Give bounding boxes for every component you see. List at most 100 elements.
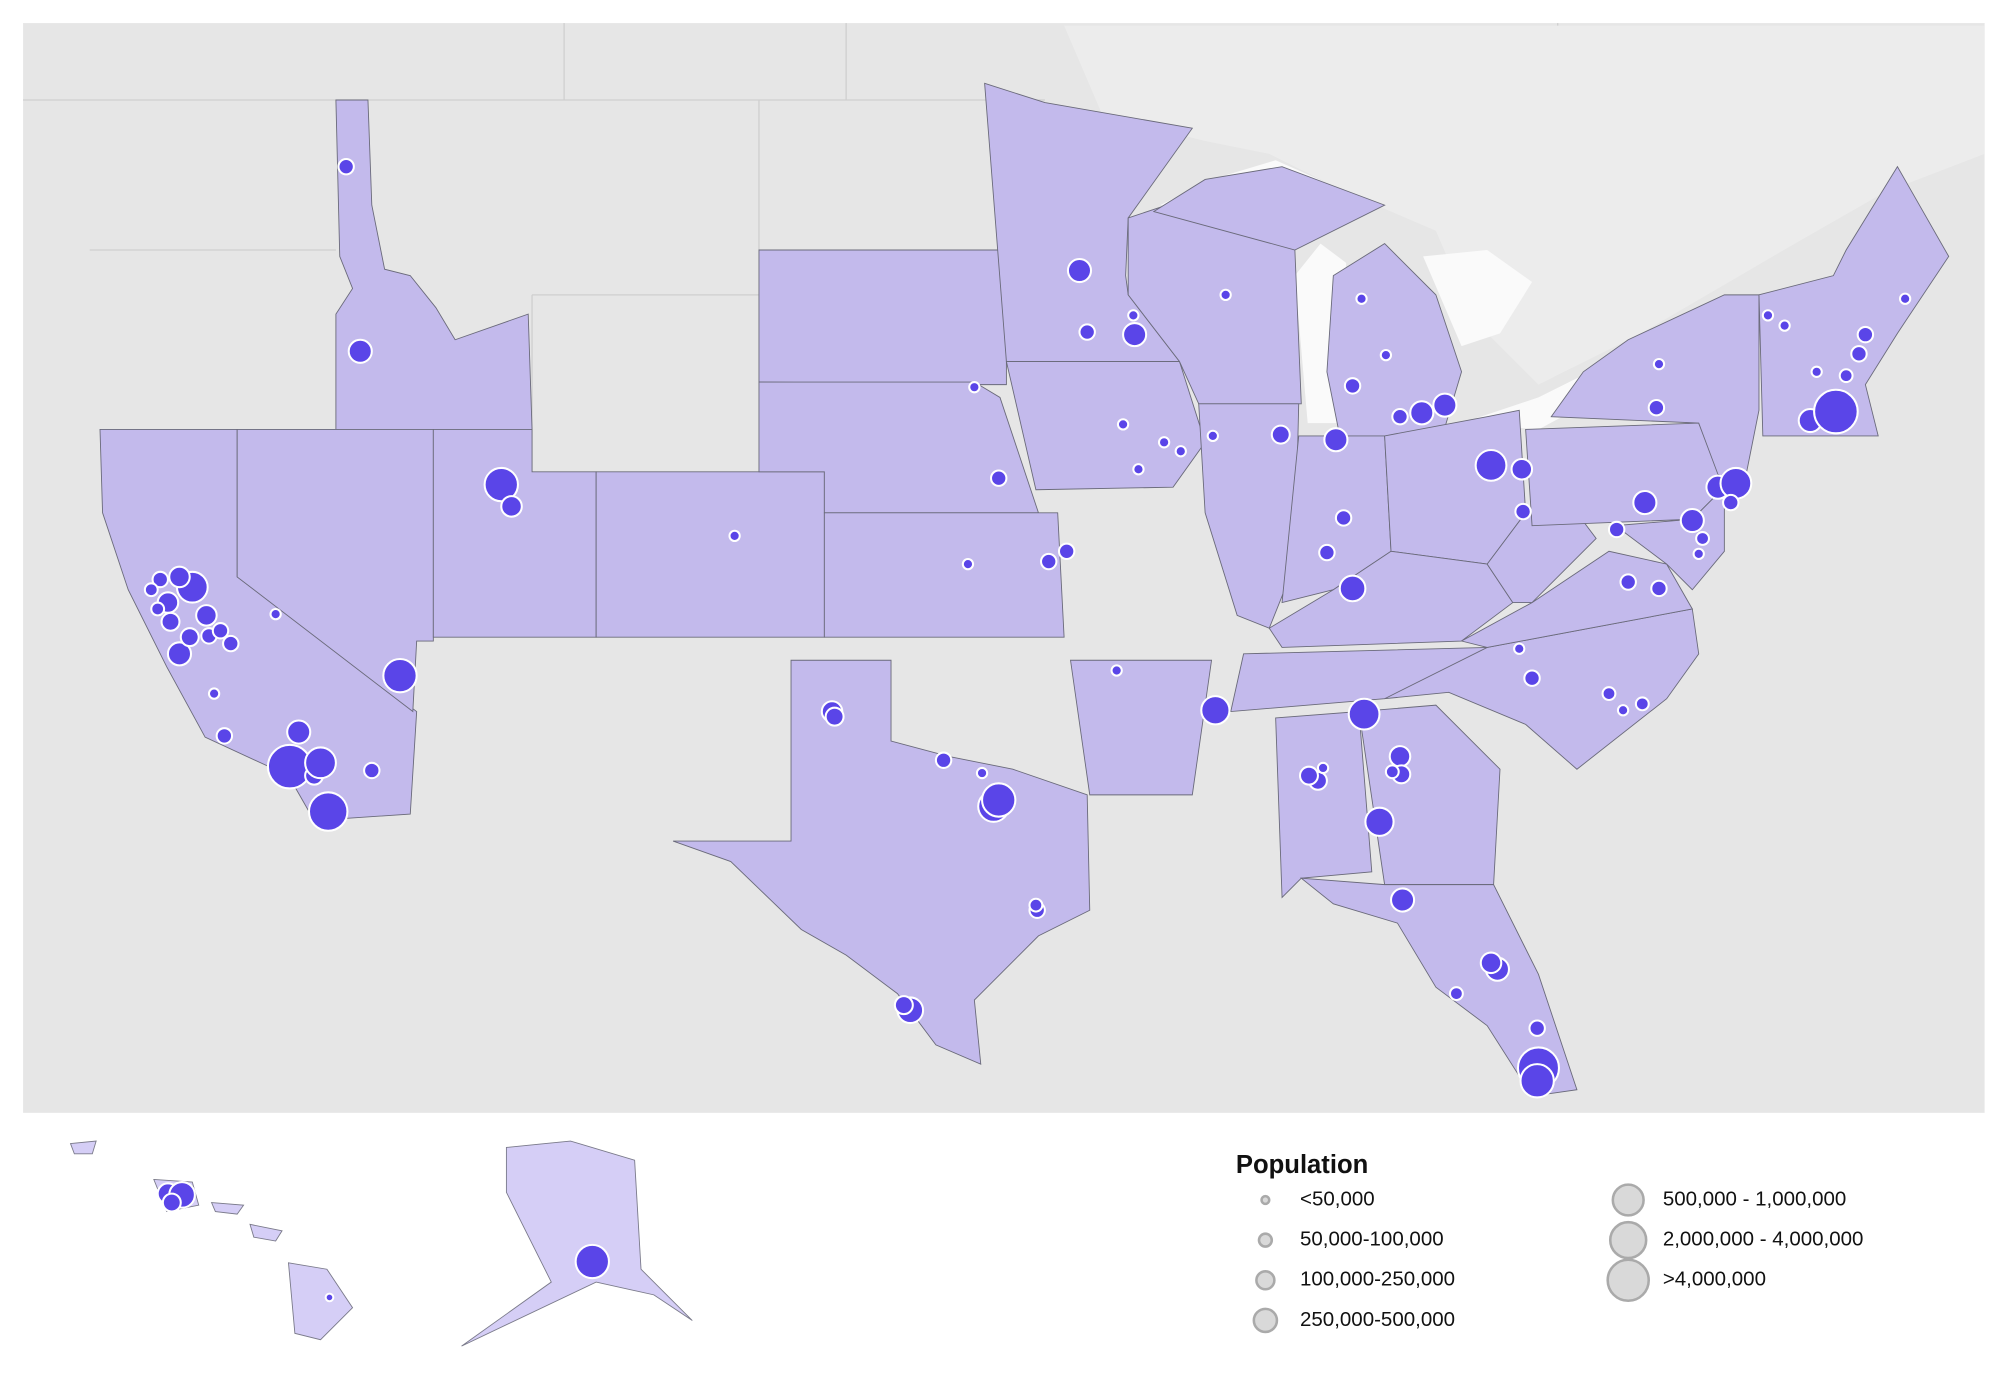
canada bbox=[1064, 25, 1985, 385]
city-marker bbox=[1650, 579, 1668, 598]
city-marker bbox=[1066, 257, 1093, 284]
city-marker bbox=[1078, 323, 1096, 341]
city-marker bbox=[1898, 292, 1912, 305]
city-marker bbox=[1391, 407, 1409, 426]
city-marker bbox=[1652, 357, 1666, 371]
city-marker bbox=[1122, 322, 1148, 348]
city-marker bbox=[161, 1192, 182, 1213]
city-marker bbox=[1761, 309, 1775, 322]
legend-symbol bbox=[1257, 1232, 1274, 1248]
city-marker bbox=[1528, 1019, 1546, 1037]
city-marker bbox=[337, 157, 355, 176]
city-marker bbox=[307, 791, 349, 832]
city-marker bbox=[968, 381, 981, 394]
city-marker bbox=[211, 622, 230, 640]
city-marker bbox=[1607, 520, 1626, 539]
legend-label: 500,000 - 1,000,000 bbox=[1663, 1187, 1847, 1210]
city-marker bbox=[215, 727, 234, 745]
city-marker bbox=[1132, 463, 1145, 476]
city-marker bbox=[1384, 764, 1400, 780]
city-marker bbox=[824, 706, 845, 727]
city-marker bbox=[1722, 493, 1740, 512]
city-marker bbox=[1513, 642, 1526, 655]
city-marker bbox=[1388, 745, 1412, 768]
city-marker bbox=[574, 1243, 611, 1280]
city-marker bbox=[1316, 761, 1330, 775]
city-markers bbox=[143, 157, 1912, 1303]
city-marker bbox=[1838, 368, 1854, 384]
city-marker bbox=[1616, 704, 1630, 717]
city-marker bbox=[961, 557, 975, 571]
legend-label: 250,000-500,000 bbox=[1300, 1308, 1455, 1331]
city-marker bbox=[1318, 543, 1336, 562]
city-marker bbox=[1474, 448, 1508, 482]
city-marker bbox=[1409, 400, 1435, 426]
city-marker bbox=[1523, 669, 1541, 687]
city-marker bbox=[990, 469, 1008, 487]
city-marker bbox=[1719, 466, 1753, 500]
city-marker bbox=[1679, 507, 1705, 534]
legend-symbol bbox=[1252, 1307, 1279, 1334]
city-marker bbox=[1174, 445, 1187, 458]
legend-symbol bbox=[1608, 1220, 1648, 1260]
city-marker bbox=[166, 641, 193, 667]
legend-title: Population bbox=[1236, 1151, 1368, 1179]
city-marker bbox=[1028, 897, 1044, 913]
city-marker bbox=[1856, 325, 1875, 344]
city-marker bbox=[382, 657, 418, 694]
city-marker bbox=[1343, 377, 1362, 395]
city-marker bbox=[934, 751, 953, 769]
city-marker bbox=[728, 529, 741, 543]
legend-label: >4,000,000 bbox=[1663, 1268, 1766, 1291]
legend-symbol bbox=[1611, 1183, 1645, 1217]
city-marker bbox=[483, 466, 519, 503]
city-marker bbox=[363, 761, 381, 780]
legend-label: 2,000,000 - 4,000,000 bbox=[1663, 1228, 1864, 1251]
city-marker bbox=[143, 582, 159, 598]
city-marker bbox=[304, 746, 337, 780]
city-marker bbox=[347, 338, 373, 364]
city-marker bbox=[1632, 490, 1658, 516]
city-marker bbox=[1379, 348, 1393, 362]
city-marker bbox=[1810, 365, 1823, 378]
city-marker bbox=[893, 995, 914, 1016]
city-marker bbox=[1695, 531, 1711, 546]
city-marker bbox=[269, 607, 282, 621]
city-marker bbox=[981, 782, 1017, 818]
city-marker bbox=[207, 687, 221, 700]
city-marker bbox=[1692, 547, 1705, 561]
city-marker bbox=[1601, 686, 1617, 702]
city-marker bbox=[1057, 542, 1076, 561]
city-marker bbox=[1448, 986, 1464, 1002]
legend-label: 50,000-100,000 bbox=[1300, 1228, 1444, 1251]
city-marker bbox=[975, 766, 989, 780]
legend: Population <50,000 50,000-100,000 100,000-… bbox=[1236, 1151, 1864, 1334]
city-marker bbox=[1634, 696, 1650, 712]
city-marker bbox=[1127, 309, 1140, 322]
city-marker bbox=[1323, 427, 1349, 453]
city-marker bbox=[168, 565, 191, 589]
city-marker bbox=[1110, 664, 1123, 677]
city-marker bbox=[1200, 695, 1231, 726]
city-marker bbox=[179, 627, 200, 648]
city-marker bbox=[1347, 697, 1381, 731]
city-marker bbox=[1647, 398, 1666, 417]
city-marker bbox=[1040, 552, 1058, 571]
legend-symbol bbox=[1606, 1258, 1651, 1303]
city-marker bbox=[1619, 573, 1637, 591]
city-marker bbox=[1432, 392, 1458, 418]
legend-label: <50,000 bbox=[1300, 1187, 1375, 1210]
city-marker bbox=[286, 719, 312, 745]
city-marker bbox=[150, 601, 166, 617]
city-marker bbox=[1206, 429, 1219, 443]
city-marker bbox=[1334, 509, 1353, 527]
city-marker bbox=[324, 1292, 335, 1303]
city-marker bbox=[1338, 574, 1367, 603]
city-marker bbox=[1219, 288, 1232, 302]
city-marker bbox=[1850, 345, 1868, 363]
city-marker bbox=[222, 634, 240, 653]
city-marker bbox=[1390, 887, 1416, 913]
city-marker bbox=[1116, 418, 1130, 431]
legend-symbol bbox=[1260, 1194, 1271, 1206]
